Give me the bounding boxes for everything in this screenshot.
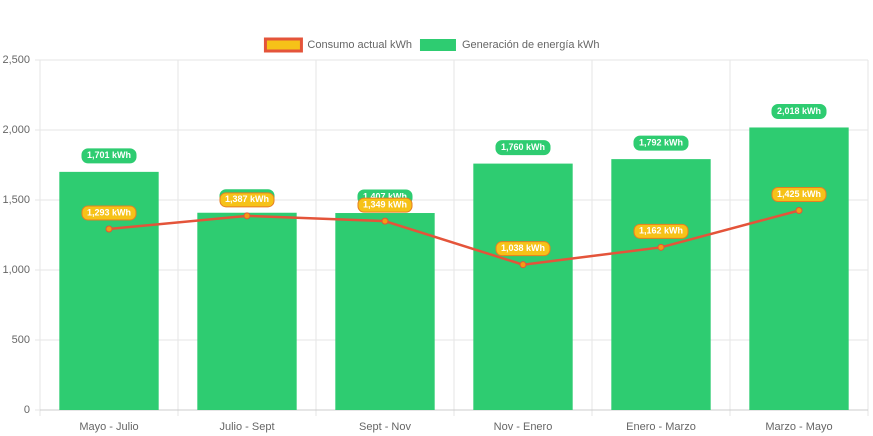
y-tick-label: 1,000 — [2, 264, 30, 276]
y-tick-label: 500 — [12, 334, 30, 346]
value-label-text: 1,293 kWh — [87, 207, 131, 217]
value-label-text: 1,407 kWh — [363, 191, 407, 201]
value-label-text: 1,038 kWh — [501, 243, 545, 253]
x-tick-label: Marzo - Mayo — [765, 421, 832, 433]
bar — [335, 213, 435, 410]
legend-label: Generación de energía kWh — [462, 39, 600, 51]
legend-swatch — [419, 39, 456, 51]
value-label-bg — [633, 223, 689, 239]
value-label-text: 1,349 kWh — [363, 200, 407, 210]
x-tick-label: Mayo - Julio — [79, 421, 138, 433]
value-label: 1,162 kWh — [633, 223, 689, 239]
value-label-bg — [219, 192, 275, 208]
value-label-text: 2,018 kWh — [777, 106, 821, 116]
value-label-bg — [633, 135, 689, 151]
value-label: 1,701 kWh — [81, 148, 137, 164]
line-point — [381, 217, 389, 225]
value-label: 1,038 kWh — [495, 241, 551, 257]
bar — [611, 159, 711, 410]
y-tick-label: 2,000 — [2, 124, 30, 136]
bar — [197, 212, 297, 410]
value-label: 1,349 kWh — [357, 197, 413, 213]
value-label-bg — [357, 197, 413, 213]
y-tick-label: 0 — [24, 404, 30, 416]
value-label: 2,018 kWh — [771, 103, 827, 119]
line-point — [519, 261, 527, 269]
line-point — [657, 243, 665, 251]
bar — [749, 127, 849, 410]
value-label-text: 1,387 kWh — [225, 194, 269, 204]
value-label: 1,792 kWh — [633, 135, 689, 151]
line-point — [243, 212, 251, 220]
x-tick-label: Enero - Marzo — [626, 421, 696, 433]
x-tick-label: Sept - Nov — [359, 421, 411, 433]
value-label: 1,293 kWh — [81, 205, 137, 221]
line-point — [105, 225, 113, 233]
value-label: 1,387 kWh — [219, 192, 275, 208]
legend-label: Consumo actual kWh — [307, 39, 412, 51]
x-tick-label: Nov - Enero — [494, 421, 553, 433]
legend-swatch — [263, 37, 303, 53]
y-tick-label: 2,500 — [2, 54, 30, 66]
value-label-text: 1,425 kWh — [777, 189, 821, 199]
line-point — [795, 207, 803, 214]
value-label-text: 1,792 kWh — [639, 137, 683, 147]
bar — [473, 163, 573, 410]
value-label: 1,760 kWh — [495, 140, 551, 156]
line — [108, 209, 800, 266]
value-label-text: 1,162 kWh — [639, 226, 683, 236]
value-label-bg — [81, 148, 137, 164]
value-label-text: 1,760 kWh — [501, 142, 545, 152]
value-label-bg — [771, 103, 827, 119]
x-tick-label: Julio - Sept — [219, 421, 274, 433]
y-tick-label: 1,500 — [2, 194, 30, 206]
value-label-bg — [771, 187, 827, 202]
value-label-bg — [495, 140, 551, 156]
value-label: 1,425 kWh — [771, 187, 827, 202]
value-label-text: 1,701 kWh — [87, 150, 131, 160]
value-label-bg — [495, 241, 551, 257]
value-label-bg — [81, 205, 137, 221]
